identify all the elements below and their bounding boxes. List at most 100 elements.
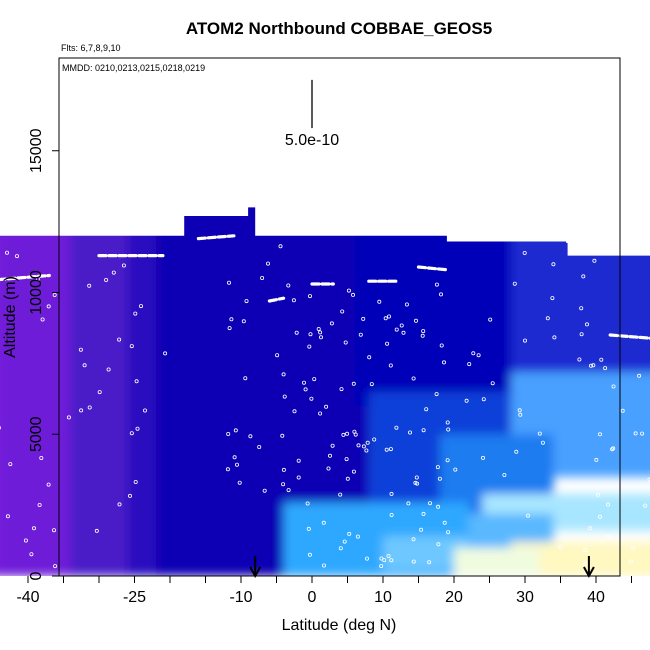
- sample-point: [643, 503, 648, 508]
- sample-point: [265, 261, 270, 266]
- sample-point: [301, 380, 306, 385]
- sample-point: [292, 409, 297, 414]
- sample-point: [490, 381, 495, 386]
- sample-point: [134, 379, 139, 384]
- sample-point: [364, 448, 369, 453]
- track-segment: [196, 234, 236, 241]
- sample-point: [278, 244, 283, 249]
- sample-point: [365, 440, 370, 445]
- sample-point: [551, 262, 556, 267]
- sample-point: [446, 427, 451, 432]
- sample-point: [78, 347, 83, 352]
- sample-point: [316, 326, 321, 331]
- sample-point: [347, 531, 352, 536]
- sample-point: [358, 332, 363, 337]
- sample-point: [577, 357, 582, 362]
- sample-point: [127, 493, 132, 498]
- sample-point: [592, 258, 597, 263]
- sample-point: [424, 407, 429, 412]
- x-tick-label: 30: [516, 589, 534, 606]
- sample-point: [66, 415, 71, 420]
- sample-point: [633, 431, 638, 436]
- sample-point: [321, 520, 326, 525]
- sample-point: [133, 479, 138, 484]
- x-tick-label: 0: [308, 589, 317, 606]
- sample-point: [585, 322, 590, 327]
- sample-point: [356, 443, 361, 448]
- sample-point: [526, 513, 531, 518]
- sample-point: [389, 513, 394, 518]
- sample-point: [14, 254, 19, 259]
- sample-point: [439, 343, 444, 348]
- sample-point: [514, 449, 519, 454]
- arrow-marker: [583, 556, 595, 579]
- sample-point: [388, 447, 393, 452]
- sample-point: [8, 462, 13, 467]
- sample-point: [361, 316, 366, 321]
- sample-point: [540, 440, 545, 445]
- sample-point: [342, 539, 347, 544]
- sample-point: [345, 476, 350, 481]
- sample-point: [389, 558, 394, 563]
- sample-point: [39, 455, 44, 460]
- heatmap-field: [0, 207, 650, 576]
- sample-point: [411, 559, 416, 564]
- sample-point: [29, 552, 34, 557]
- sample-point: [53, 564, 58, 569]
- sample-point: [345, 431, 350, 436]
- sample-point: [589, 363, 594, 368]
- track-segment: [267, 296, 286, 303]
- sample-point: [275, 353, 280, 358]
- y-axis: 0 5000 10000 15000: [28, 128, 59, 580]
- sample-point: [291, 298, 296, 303]
- sample-point: [226, 280, 231, 285]
- sample-point: [594, 457, 599, 462]
- sample-point: [427, 501, 432, 506]
- sample-point: [227, 326, 232, 331]
- x-axis-label: Latitude (deg N): [282, 617, 397, 634]
- sample-point: [598, 432, 603, 437]
- sample-point: [407, 430, 412, 435]
- sample-point: [87, 283, 92, 288]
- sample-point: [471, 351, 476, 356]
- sample-point: [341, 432, 346, 437]
- sample-point: [129, 344, 134, 349]
- sample-point: [306, 526, 311, 531]
- sample-point: [591, 363, 596, 368]
- sample-points: [0, 244, 650, 569]
- sample-point: [611, 384, 616, 389]
- sample-point: [32, 526, 37, 531]
- sample-point: [142, 408, 147, 413]
- sample-point: [234, 462, 239, 467]
- sample-point: [351, 469, 356, 474]
- sample-point: [603, 366, 608, 371]
- y-tick-label: 0: [28, 571, 45, 580]
- sample-point: [351, 381, 356, 386]
- arrow-marker: [249, 556, 262, 579]
- sample-point: [232, 455, 237, 460]
- track-segment: [0, 273, 51, 282]
- sample-point: [35, 276, 40, 281]
- sample-point: [464, 398, 469, 403]
- sample-point: [427, 560, 432, 565]
- sample-point: [241, 319, 246, 324]
- scale-bar-label: 5.0e-10: [285, 132, 339, 149]
- sample-point: [321, 563, 326, 568]
- sample-point: [523, 338, 528, 343]
- sample-point: [518, 412, 523, 417]
- plot-frame: [58, 57, 621, 577]
- sample-point: [445, 458, 450, 463]
- sample-point: [257, 444, 262, 449]
- arrows: [249, 556, 595, 579]
- sample-point: [135, 426, 140, 431]
- sample-point: [117, 502, 122, 507]
- sample-point: [106, 367, 111, 372]
- sample-point: [399, 323, 404, 328]
- sample-point: [260, 275, 265, 280]
- sample-point: [312, 377, 317, 382]
- sample-point: [421, 511, 426, 516]
- sample-point: [94, 528, 99, 533]
- sample-point: [104, 277, 109, 282]
- sample-point: [442, 520, 447, 525]
- sample-point: [382, 558, 387, 563]
